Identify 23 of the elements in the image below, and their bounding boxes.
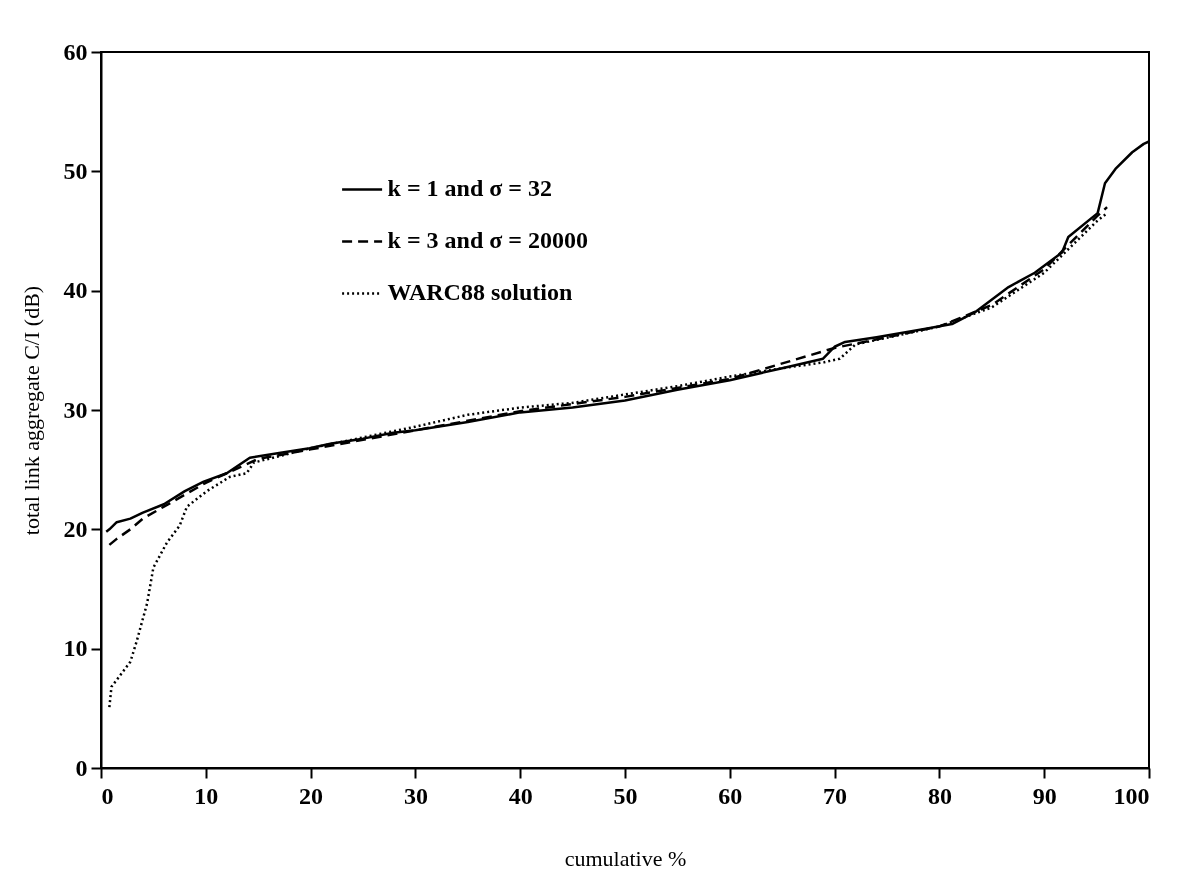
y-tick-label: 0: [75, 754, 88, 781]
x-tick-label: 90: [1032, 782, 1057, 809]
legend-label: k = 1 and σ = 32: [387, 175, 553, 202]
y-axis-title: total link aggregate C/I (dB): [18, 285, 44, 536]
x-tick-label: 40: [508, 782, 533, 809]
x-tick-label: 70: [823, 782, 848, 809]
y-tick-label: 50: [63, 157, 88, 184]
y-tick-label: 20: [63, 515, 88, 542]
legend-label: WARC88 solution: [387, 279, 573, 306]
y-tick-label: 30: [63, 396, 88, 423]
x-tick-label: 80: [927, 782, 952, 809]
x-tick-label: 100: [1113, 782, 1150, 809]
y-tick-label: 40: [63, 277, 88, 304]
y-tick-label: 60: [63, 38, 88, 65]
x-tick-label: 10: [194, 782, 219, 809]
x-tick-label: 20: [299, 782, 324, 809]
legend-label: k = 3 and σ = 20000: [387, 227, 589, 254]
x-axis-title: cumulative %: [564, 845, 687, 871]
x-tick-label: 50: [613, 782, 638, 809]
x-tick-label: 0: [101, 782, 114, 809]
y-tick-label: 10: [63, 635, 88, 662]
x-tick-label: 60: [718, 782, 743, 809]
x-tick-label: 30: [403, 782, 428, 809]
